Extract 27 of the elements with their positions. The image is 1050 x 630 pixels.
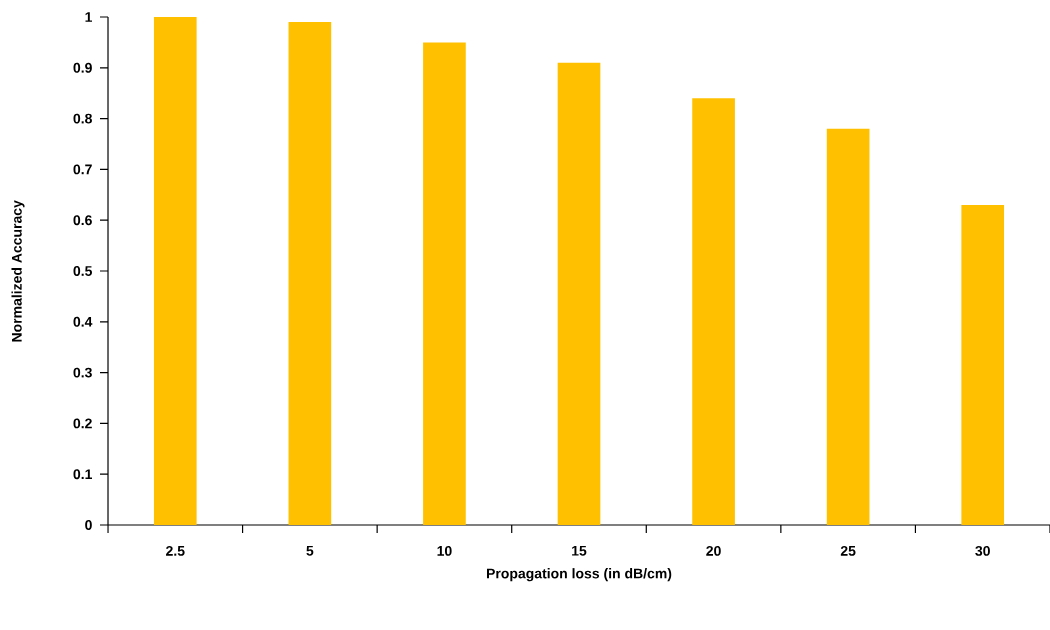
bar — [557, 62, 601, 525]
y-axis-title: Normalized Accuracy — [11, 200, 25, 342]
bar — [288, 22, 332, 525]
y-tick-label: 0.6 — [73, 215, 92, 226]
x-tick-label: 2.5 — [166, 545, 185, 556]
x-tick-label: 15 — [572, 545, 587, 556]
x-tick-label: 25 — [840, 545, 856, 556]
x-tick-label: 5 — [306, 545, 314, 556]
bar — [826, 128, 870, 525]
y-tick-label: 0.1 — [73, 469, 92, 480]
bar — [423, 42, 466, 525]
y-tick-label: 0 — [85, 520, 92, 530]
x-tick-label: 20 — [706, 545, 721, 556]
y-tick-label: 0.4 — [73, 316, 93, 327]
y-tick-label: 0.8 — [73, 113, 92, 124]
bar — [692, 98, 735, 525]
x-tick-label: 10 — [437, 545, 452, 556]
y-tick-label: 0.2 — [73, 418, 92, 429]
x-axis-title: Propagation loss (in dB/cm) — [486, 568, 672, 582]
y-tick-label: 1 — [85, 12, 92, 22]
y-tick-label: 0.9 — [73, 62, 92, 73]
y-tick-label: 0.5 — [73, 266, 92, 276]
y-tick-label: 0.7 — [73, 164, 92, 175]
y-tick-label: 0.3 — [73, 367, 92, 378]
bar — [961, 204, 1005, 525]
bar — [153, 16, 197, 525]
x-tick-label: 30 — [975, 545, 990, 556]
